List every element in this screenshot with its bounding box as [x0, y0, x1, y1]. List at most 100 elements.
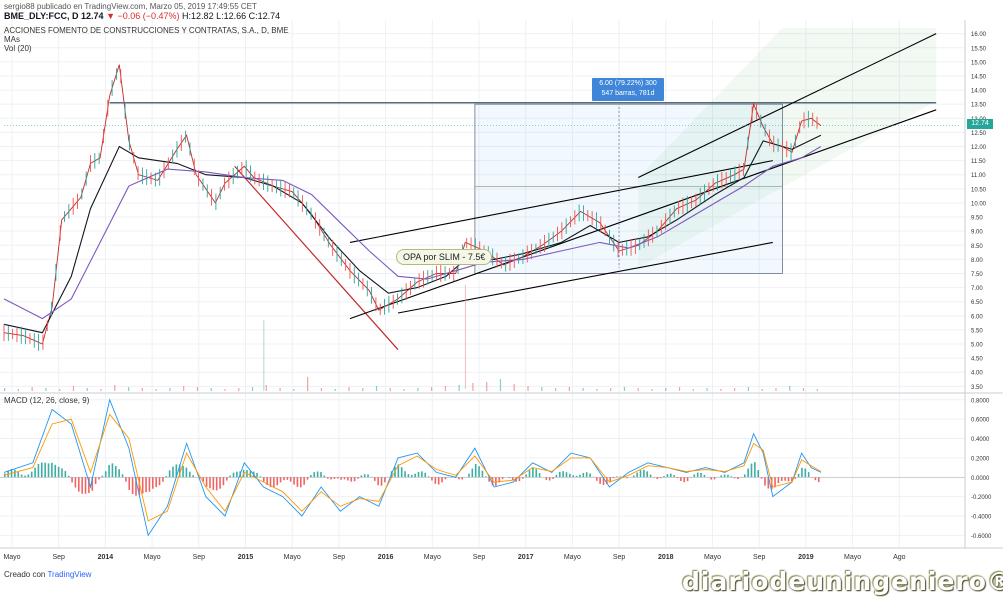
histogram-bar — [313, 472, 316, 478]
histogram-bar — [94, 477, 97, 485]
histogram-bar — [780, 477, 783, 481]
histogram-bar — [289, 477, 292, 482]
published-info: sergio88 publicado en TradingView.com, M… — [4, 2, 257, 11]
histogram-bar — [579, 474, 581, 478]
volume-bar — [582, 388, 584, 391]
histogram-bar — [616, 476, 618, 478]
tradingview-link[interactable]: TradingView — [47, 570, 92, 579]
channel-mid — [397, 241, 773, 314]
volume-bar — [541, 387, 543, 391]
channel-upper-2 — [638, 33, 937, 179]
histogram-bar — [276, 477, 279, 486]
y-tick-label: 3.50 — [971, 385, 983, 391]
histogram-bar — [88, 477, 90, 494]
volume-bar — [31, 387, 33, 391]
volume-bar — [4, 388, 6, 391]
y-tick-label: 14.50 — [971, 74, 987, 80]
histogram-bar — [703, 474, 706, 478]
x-tick-label: Mayo — [704, 554, 721, 561]
histogram-bar — [340, 477, 342, 480]
histogram-bar — [572, 475, 575, 478]
volume-bar — [224, 389, 226, 391]
histogram-bar — [209, 477, 211, 489]
x-tick-label: 2019 — [798, 554, 814, 561]
histogram-bar — [326, 477, 329, 479]
volume-bar — [86, 388, 88, 391]
histogram-bar — [723, 474, 726, 478]
histogram-bar — [20, 474, 23, 478]
x-tick-label: Sep — [473, 554, 486, 561]
histogram-bar — [108, 464, 110, 478]
histogram-bar — [750, 463, 753, 478]
histogram-bar — [57, 466, 60, 478]
histogram-bar — [293, 477, 295, 485]
histogram-bar — [84, 477, 87, 494]
histogram-bar — [27, 474, 30, 478]
histogram-bar — [555, 474, 558, 478]
x-tick-label: 2018 — [658, 554, 674, 561]
histogram-bar — [444, 477, 447, 480]
histogram-bar — [353, 477, 356, 482]
histogram-bar — [363, 474, 366, 478]
histogram-bar — [511, 477, 514, 481]
histogram-bar — [599, 477, 601, 484]
volume-bar — [678, 387, 681, 391]
histogram-bar — [528, 470, 531, 478]
histogram-bar — [532, 467, 534, 478]
opa-callout: OPA por SLIM - 7.5€ — [396, 249, 493, 265]
volume-bar — [362, 388, 364, 391]
measure-line1: 6.00 (79.22%) 300 — [599, 80, 657, 87]
volume-bar — [431, 387, 433, 391]
histogram-bar — [582, 472, 585, 478]
y-tick-label: 8.50 — [971, 244, 983, 250]
histogram-bar — [30, 471, 33, 478]
histogram-bar — [468, 473, 470, 478]
histogram-bar — [817, 477, 820, 483]
histogram-bar — [145, 477, 147, 493]
volume-bar — [775, 388, 777, 391]
histogram-bar — [690, 477, 692, 478]
mas-legend: MAs — [4, 35, 20, 44]
histogram-bar — [397, 464, 400, 478]
volume-bar — [72, 386, 75, 391]
histogram-bar — [737, 477, 739, 480]
histogram-bar — [118, 469, 120, 478]
price-series — [3, 64, 822, 351]
histogram-bar — [229, 475, 231, 478]
symbol: BME_DLY:FCC, D — [4, 11, 79, 21]
histogram-bar — [219, 477, 221, 489]
histogram-bar — [427, 476, 430, 478]
histogram-bar — [713, 477, 716, 480]
macd-series — [0, 398, 965, 537]
volume-bar — [417, 388, 419, 391]
histogram-bar — [400, 467, 403, 478]
histogram-bar — [266, 477, 268, 485]
ohlc-values: H:12.82 L:12.66 C:12.74 — [182, 11, 281, 21]
volume-bar — [623, 387, 626, 391]
volume-bar — [59, 389, 61, 391]
x-tick-label: Mayo — [3, 554, 20, 561]
volume-bar — [499, 379, 502, 391]
histogram-bar — [764, 477, 766, 486]
histogram-bar — [151, 477, 154, 489]
histogram-bar — [114, 465, 117, 478]
volume-bar — [196, 387, 199, 391]
histogram-bar — [98, 477, 100, 480]
histogram-bar — [178, 464, 181, 478]
volume-bar — [348, 387, 350, 391]
volume-bar — [747, 387, 750, 391]
histogram-bar — [693, 474, 696, 478]
volume-bar — [238, 388, 240, 391]
volume-bar — [596, 389, 598, 391]
histogram-bar — [404, 471, 406, 478]
histogram-bar — [417, 471, 420, 478]
y-tick-label: 9.00 — [971, 230, 983, 236]
histogram-bar — [508, 477, 511, 479]
x-tick-label: Mayo — [844, 554, 861, 561]
histogram-bar — [545, 477, 548, 480]
y-tick-label: 15.50 — [971, 46, 987, 52]
y-tick-label: 7.00 — [971, 286, 983, 292]
histogram-bar — [730, 476, 733, 478]
macd-tick-label: 0.2000 — [971, 456, 990, 462]
histogram-bar — [521, 477, 524, 479]
